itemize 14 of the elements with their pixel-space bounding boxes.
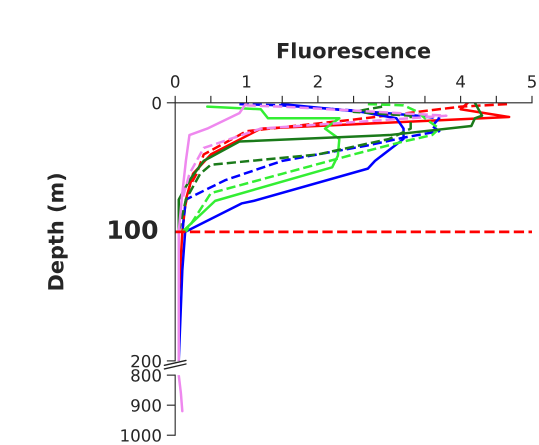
x-axis-title: Fluorescence [278,42,430,58]
x-tick-label: 5 [528,75,536,88]
ref-line-label: 100 [109,220,158,240]
y-tick-label: 800 [131,369,161,382]
x-tick-label: 4 [456,75,465,88]
x-tick-label: 3 [385,75,394,88]
y-tick-label: 900 [131,399,161,412]
y-tick-label: 1000 [121,429,161,442]
x-tick-label: 0 [170,75,180,88]
y-tick-label: 200 [131,354,161,368]
x-tick-label: 2 [314,75,322,88]
y-tick-label: 0 [152,96,161,110]
y-axis-title: Depth (m) [48,174,68,290]
x-tick-label: 1 [243,75,250,88]
